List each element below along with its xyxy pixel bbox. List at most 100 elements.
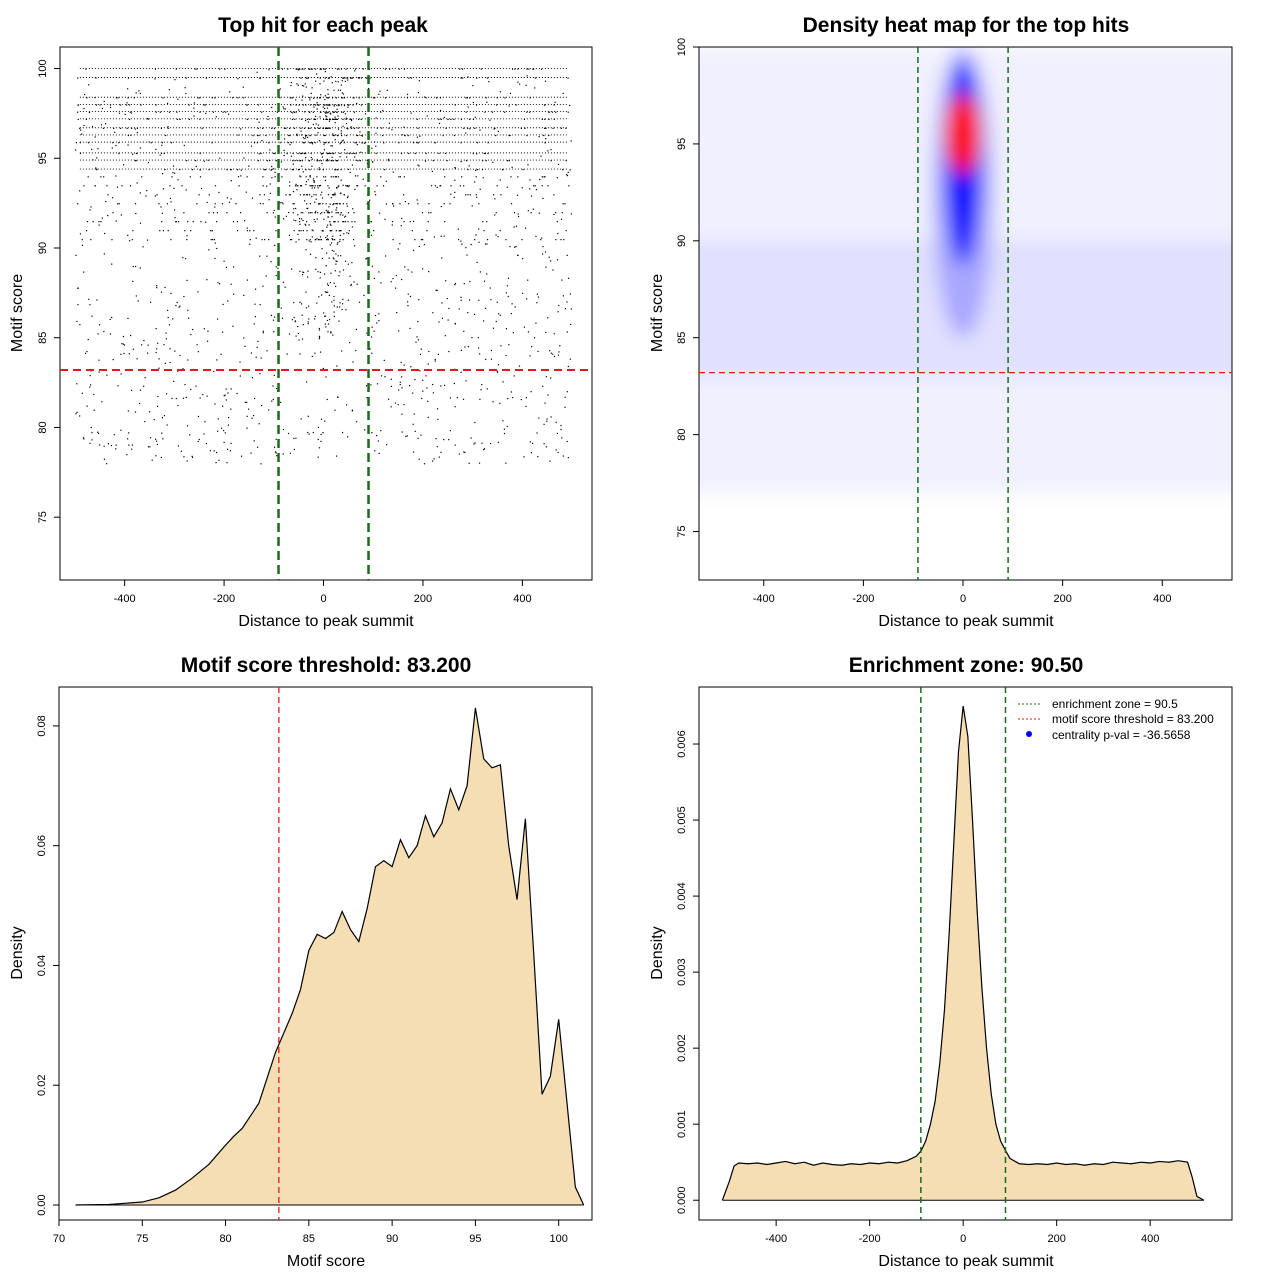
scatter-point — [534, 185, 536, 187]
scatter-point — [134, 128, 136, 130]
scatter-point — [266, 255, 268, 257]
scatter-point — [401, 413, 403, 415]
scatter-point — [103, 100, 105, 103]
scatter-point — [319, 111, 322, 113]
scatter-point — [237, 78, 239, 80]
scatter-point — [139, 389, 142, 391]
scatter-point — [337, 255, 339, 257]
scatter-point — [98, 221, 100, 223]
scatter-point — [475, 194, 477, 196]
scatter-point — [380, 111, 382, 113]
scatter-point — [206, 201, 208, 204]
scatter-point — [251, 197, 254, 199]
scatter-point — [306, 118, 309, 120]
scatter-point — [261, 140, 263, 142]
scatter-point — [486, 101, 488, 103]
scatter-point — [483, 448, 486, 450]
scatter-point — [336, 207, 338, 209]
scatter-point — [445, 127, 447, 129]
scatter-point — [88, 111, 91, 114]
scatter-point — [87, 142, 90, 144]
scatter-point — [285, 169, 287, 171]
scatter-point — [545, 127, 547, 129]
scatter-point — [318, 447, 321, 449]
scatter-point — [253, 440, 255, 442]
scatter-point — [174, 172, 176, 174]
scatter-point — [143, 385, 145, 387]
scatter-point — [473, 443, 475, 445]
scatter-point — [450, 193, 452, 195]
scatter-point — [329, 221, 331, 223]
scatter-point — [570, 308, 572, 310]
scatter-point — [569, 293, 571, 295]
scatter-point — [309, 239, 311, 241]
scatter-point — [199, 176, 202, 178]
scatter-point — [309, 185, 311, 187]
distance-density-panel: Enrichment zone: 90.50 -400 -200 0 200 4000.… — [649, 654, 1233, 1270]
scatter-point — [312, 185, 314, 187]
scatter-point — [308, 318, 310, 320]
scatter-point — [317, 212, 319, 214]
scatter-point — [463, 451, 465, 453]
scatter-point — [360, 151, 362, 153]
scatter-point — [268, 239, 270, 241]
scatter-point — [221, 203, 224, 205]
scatter-point — [490, 299, 492, 301]
scatter-point — [269, 192, 271, 194]
scatter-point — [302, 230, 305, 232]
scatter-point — [129, 240, 131, 242]
scatter-point — [325, 112, 327, 114]
scatter-point — [289, 181, 291, 183]
scatter-point — [443, 116, 445, 119]
scatter-point — [552, 353, 554, 355]
scatter-point — [523, 326, 526, 328]
scatter-point — [428, 203, 430, 205]
scatter-point — [357, 77, 359, 79]
scatter-point — [381, 127, 383, 129]
scatter-point — [399, 384, 401, 386]
scatter-point — [127, 88, 129, 90]
scatter-point — [317, 456, 319, 458]
scatter-point — [474, 421, 476, 424]
scatter-point — [323, 312, 325, 314]
scatter-point — [312, 111, 314, 113]
scatter-point — [554, 101, 556, 103]
scatter-point — [83, 271, 85, 273]
scatter-point — [354, 68, 357, 70]
scatter-point — [188, 118, 190, 120]
scatter-point — [435, 97, 438, 99]
scatter-point — [401, 387, 403, 389]
scatter-point — [216, 430, 219, 432]
scatter-point — [296, 185, 298, 187]
distance-density-y-tick-label: 0.005 — [676, 806, 688, 834]
scatter-point — [416, 118, 418, 120]
scatter-point — [273, 127, 275, 129]
scatter-point — [436, 186, 438, 189]
scatter-point — [347, 104, 349, 106]
scatter-point — [161, 212, 163, 214]
scatter-point — [322, 127, 324, 129]
scatter-point — [90, 384, 92, 386]
scatter-point — [322, 169, 324, 171]
scatter-point — [279, 142, 281, 144]
scatter-y-tick-label: 80 — [37, 421, 49, 433]
scatter-point — [426, 115, 428, 117]
scatter-point — [551, 111, 554, 113]
scatter-point — [484, 243, 487, 245]
scatter-point — [318, 203, 320, 205]
scatter-point — [131, 239, 133, 241]
scatter-point — [292, 203, 294, 205]
scatter-point — [346, 205, 349, 207]
scatter-point — [335, 97, 337, 99]
scatter-point — [344, 260, 347, 262]
scatter-point — [486, 243, 488, 245]
scatter-point — [89, 442, 91, 444]
scatter-point — [205, 442, 207, 445]
scatter-point — [496, 371, 499, 373]
scatter-point — [418, 80, 420, 82]
scatter-point — [483, 280, 486, 282]
scatter-point — [297, 160, 299, 162]
scatter-point — [112, 359, 114, 361]
scatter-point — [150, 142, 152, 144]
scatter-point — [341, 111, 343, 113]
